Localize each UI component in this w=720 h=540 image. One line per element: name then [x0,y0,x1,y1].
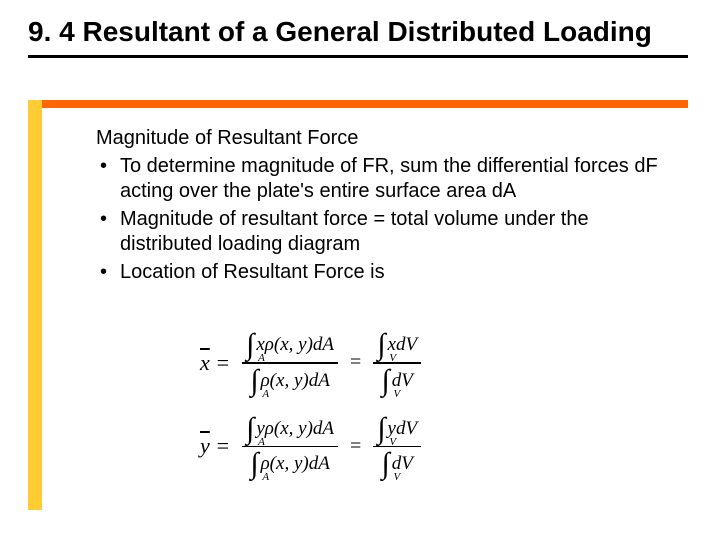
integrand: ρ(x, y)dA [261,453,330,475]
equation-lhs: x = [200,350,230,376]
denominator: ∫Aρ(x, y)dA [246,449,333,479]
equation-xbar: x = ∫Axρ(x, y)dA ∫Aρ(x, y)dA = ∫VxdV ∫Vd… [200,330,560,396]
integral-sub: A [258,353,265,364]
equation-lhs: y = [200,433,230,459]
equals-sign: = [350,351,361,374]
numerator: ∫VydV [373,414,421,444]
equals-sign: = [350,435,361,458]
list-item: Location of Resultant Force is [100,260,676,286]
denominator: ∫VdV [378,449,417,479]
list-item: To determine magnitude of FR, sum the di… [100,154,676,205]
fraction-bar [373,362,421,364]
title-underline [28,55,688,58]
fraction: ∫Ayρ(x, y)dA ∫Aρ(x, y)dA [242,414,338,480]
fraction: ∫VydV ∫VdV [373,414,421,480]
numerator: ∫VxdV [373,330,421,360]
denominator: ∫Aρ(x, y)dA [246,366,333,396]
title-block: 9. 4 Resultant of a General Distributed … [28,14,688,58]
denominator: ∫VdV [378,366,417,396]
horizontal-accent-rule [42,100,688,108]
slide: 9. 4 Resultant of a General Distributed … [0,0,720,540]
integral-sub: A [262,389,269,400]
content-block: Magnitude of Resultant Force To determin… [96,126,676,286]
bullet-list: To determine magnitude of FR, sum the di… [96,154,676,286]
integral-sub: V [394,472,401,483]
integral-sub: V [389,353,396,364]
list-item: Magnitude of resultant force = total vol… [100,207,676,258]
integral-sub: A [258,437,265,448]
integral-sub: A [262,472,269,483]
equation-ybar: y = ∫Ayρ(x, y)dA ∫Aρ(x, y)dA = ∫VydV ∫Vd… [200,414,560,480]
fraction: ∫Axρ(x, y)dA ∫Aρ(x, y)dA [242,330,338,396]
integrand: ρ(x, y)dA [261,370,330,392]
numerator: ∫Ayρ(x, y)dA [242,414,338,444]
integrand: yρ(x, y)dA [256,418,334,440]
formula-block: x = ∫Axρ(x, y)dA ∫Aρ(x, y)dA = ∫VxdV ∫Vd… [200,330,560,497]
numerator: ∫Axρ(x, y)dA [242,330,338,360]
fraction: ∫VxdV ∫VdV [373,330,421,396]
subheading: Magnitude of Resultant Force [96,126,676,152]
fraction-bar [373,446,421,448]
slide-title: 9. 4 Resultant of a General Distributed … [28,14,688,49]
left-accent-bar [28,100,42,510]
integral-sub: V [394,389,401,400]
integrand: xρ(x, y)dA [256,334,334,356]
